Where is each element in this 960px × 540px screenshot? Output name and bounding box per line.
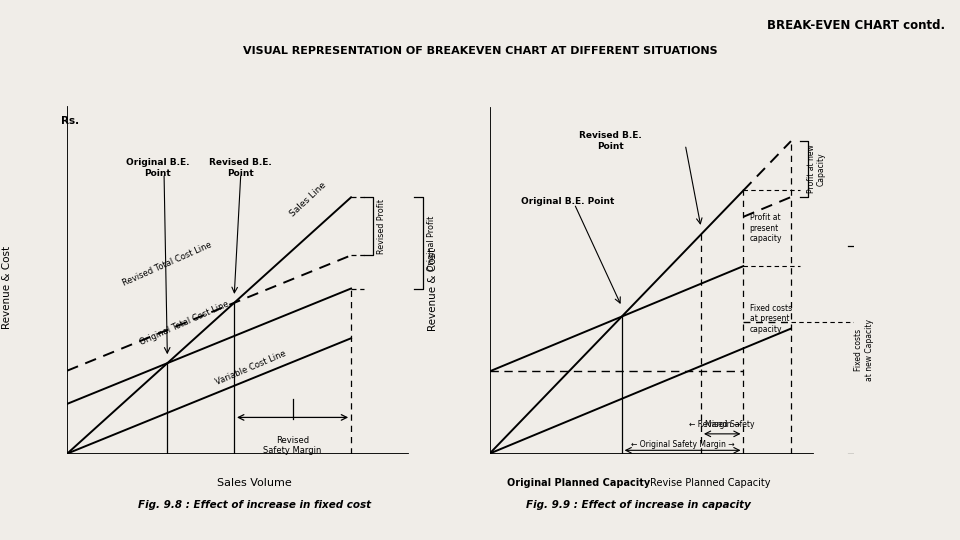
Text: Original Profit: Original Profit (426, 215, 436, 271)
Text: Profit at new
Capacity: Profit at new Capacity (806, 145, 826, 193)
Text: Sales Volume: Sales Volume (217, 478, 292, 488)
Text: Revised
Safety Margin: Revised Safety Margin (263, 435, 322, 455)
Text: Original Planned Capacity: Original Planned Capacity (507, 478, 651, 488)
Text: Original Total Cost Line: Original Total Cost Line (138, 299, 230, 347)
Text: Revised B.E.
Point: Revised B.E. Point (579, 131, 641, 151)
Text: ← Revised Safety: ← Revised Safety (689, 420, 755, 429)
Text: Variable Cost Line: Variable Cost Line (214, 349, 287, 387)
Text: Revise Planned Capacity: Revise Planned Capacity (650, 478, 771, 488)
Text: Revised Profit: Revised Profit (376, 199, 386, 254)
Text: Sales Line: Sales Line (288, 180, 327, 218)
Text: Revenue & Cost: Revenue & Cost (2, 246, 12, 329)
Text: Original B.E.
Point: Original B.E. Point (126, 158, 189, 178)
Text: BREAK-EVEN CHART contd.: BREAK-EVEN CHART contd. (767, 19, 946, 32)
Text: Fig. 9.9 : Effect of increase in capacity: Fig. 9.9 : Effect of increase in capacit… (526, 500, 751, 510)
Text: Revised Total Cost Line: Revised Total Cost Line (121, 240, 213, 288)
Text: Margin →: Margin → (705, 409, 740, 429)
Text: Original B.E. Point: Original B.E. Point (521, 197, 614, 206)
Text: ← Original Safety Margin →: ← Original Safety Margin → (631, 440, 734, 449)
Text: Fixed costs
at present
capacity: Fixed costs at present capacity (750, 304, 792, 334)
Text: Revenue & Cost: Revenue & Cost (427, 247, 438, 330)
Text: Fig. 9.8 : Effect of increase in fixed cost: Fig. 9.8 : Effect of increase in fixed c… (138, 500, 371, 510)
Text: Rs.: Rs. (60, 116, 79, 126)
Text: Revised B.E.
Point: Revised B.E. Point (209, 158, 273, 178)
Text: Profit at
present
capacity: Profit at present capacity (750, 213, 782, 243)
Text: Fixed costs
at new Capacity: Fixed costs at new Capacity (854, 319, 874, 381)
Text: VISUAL REPRESENTATION OF BREAKEVEN CHART AT DIFFERENT SITUATIONS: VISUAL REPRESENTATION OF BREAKEVEN CHART… (243, 46, 717, 56)
